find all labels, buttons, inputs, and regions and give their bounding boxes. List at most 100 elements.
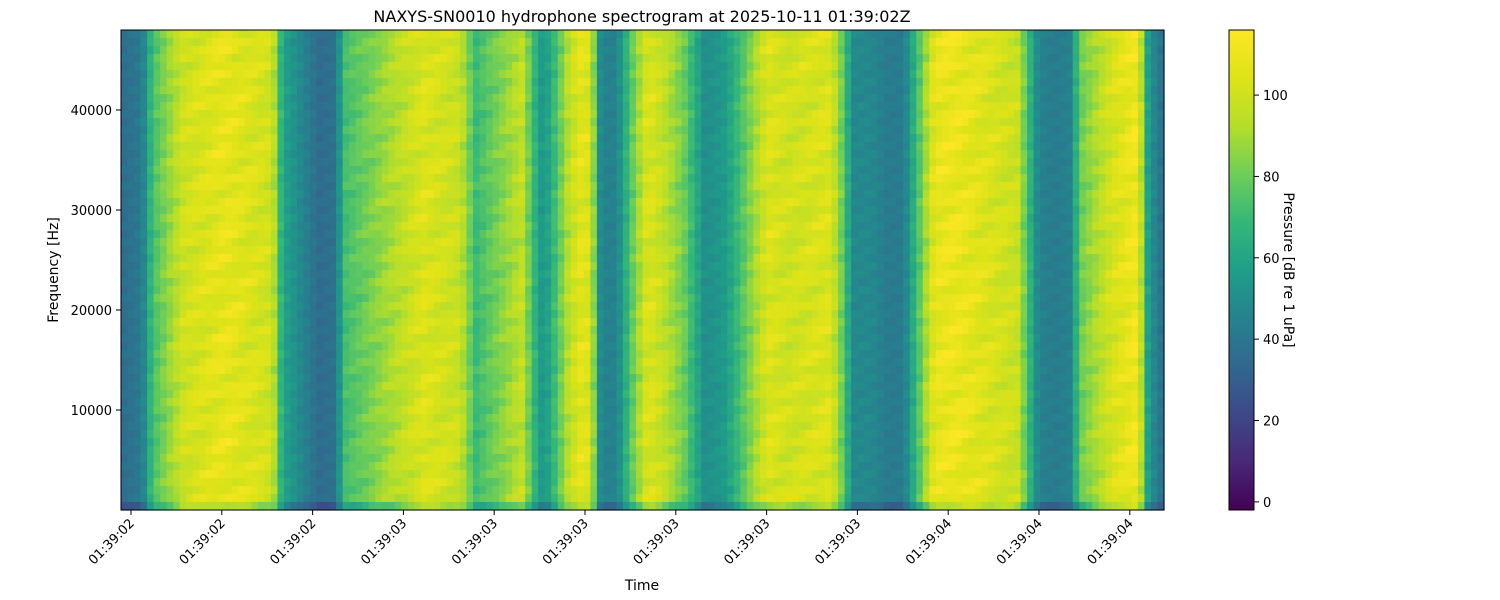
heatmap-cell bbox=[284, 134, 291, 143]
heatmap-cell bbox=[434, 422, 441, 431]
heatmap-cell bbox=[427, 102, 434, 111]
heatmap-cell bbox=[493, 294, 500, 303]
heatmap-cell bbox=[160, 222, 167, 231]
heatmap-cell bbox=[382, 502, 389, 511]
heatmap-cell bbox=[610, 310, 617, 319]
heatmap-cell bbox=[506, 438, 513, 447]
heatmap-cell bbox=[193, 398, 200, 407]
heatmap-cell bbox=[499, 350, 506, 359]
heatmap-cell bbox=[649, 406, 656, 415]
heatmap-cell bbox=[649, 222, 656, 231]
heatmap-cell bbox=[662, 110, 669, 119]
heatmap-cell bbox=[375, 374, 382, 383]
heatmap-cell bbox=[271, 54, 278, 63]
heatmap-cell bbox=[304, 438, 311, 447]
heatmap-cell bbox=[506, 70, 513, 79]
heatmap-cell bbox=[258, 118, 265, 127]
heatmap-cell bbox=[473, 62, 480, 71]
heatmap-cell bbox=[506, 462, 513, 471]
heatmap-cell bbox=[290, 270, 297, 279]
heatmap-cell bbox=[551, 46, 558, 55]
heatmap-cell bbox=[369, 398, 376, 407]
heatmap-cell bbox=[375, 406, 382, 415]
heatmap-cell bbox=[160, 166, 167, 175]
heatmap-cell bbox=[225, 446, 232, 455]
heatmap-cell bbox=[512, 70, 519, 79]
heatmap-cell bbox=[649, 502, 656, 511]
heatmap-cell bbox=[643, 470, 650, 479]
heatmap-cell bbox=[212, 166, 219, 175]
heatmap-cell bbox=[610, 390, 617, 399]
heatmap-cell bbox=[173, 230, 180, 239]
heatmap-cell bbox=[154, 446, 161, 455]
heatmap-cell bbox=[271, 438, 278, 447]
heatmap-cell bbox=[180, 310, 187, 319]
heatmap-cell bbox=[636, 326, 643, 335]
heatmap-cell bbox=[597, 238, 604, 247]
heatmap-cell bbox=[564, 118, 571, 127]
heatmap-cell bbox=[506, 174, 513, 183]
heatmap-cell bbox=[356, 62, 363, 71]
heatmap-cell bbox=[486, 478, 493, 487]
heatmap-cell bbox=[134, 54, 141, 63]
heatmap-cell bbox=[382, 366, 389, 375]
heatmap-cell bbox=[649, 206, 656, 215]
heatmap-cell bbox=[656, 222, 663, 231]
heatmap-cell bbox=[499, 478, 506, 487]
heatmap-cell bbox=[629, 286, 636, 295]
heatmap-cell bbox=[264, 70, 271, 79]
heatmap-cell bbox=[277, 374, 284, 383]
heatmap-cell bbox=[186, 198, 193, 207]
heatmap-cell bbox=[343, 438, 350, 447]
heatmap-cell bbox=[473, 358, 480, 367]
heatmap-cell bbox=[421, 222, 428, 231]
heatmap-cell bbox=[154, 174, 161, 183]
heatmap-cell bbox=[297, 366, 304, 375]
heatmap-cell bbox=[643, 406, 650, 415]
heatmap-cell bbox=[180, 78, 187, 87]
heatmap-cell bbox=[160, 334, 167, 343]
heatmap-cell bbox=[180, 126, 187, 135]
heatmap-cell bbox=[356, 438, 363, 447]
heatmap-cell bbox=[310, 206, 317, 215]
heatmap-cell bbox=[466, 502, 473, 511]
heatmap-cell bbox=[336, 110, 343, 119]
heatmap-cell bbox=[121, 422, 128, 431]
heatmap-cell bbox=[336, 494, 343, 503]
heatmap-cell bbox=[584, 134, 591, 143]
heatmap-cell bbox=[395, 166, 402, 175]
heatmap-cell bbox=[369, 78, 376, 87]
heatmap-cell bbox=[597, 422, 604, 431]
heatmap-cell bbox=[434, 126, 441, 135]
heatmap-cell bbox=[636, 222, 643, 231]
heatmap-cell bbox=[304, 78, 311, 87]
heatmap-cell bbox=[297, 30, 304, 39]
heatmap-cell bbox=[512, 398, 519, 407]
heatmap-cell bbox=[460, 126, 467, 135]
heatmap-cell bbox=[538, 470, 545, 479]
heatmap-cell bbox=[577, 502, 584, 511]
heatmap-cell bbox=[173, 502, 180, 511]
heatmap-cell bbox=[460, 390, 467, 399]
heatmap-cell bbox=[597, 430, 604, 439]
heatmap-cell bbox=[349, 174, 356, 183]
heatmap-cell bbox=[212, 126, 219, 135]
heatmap-cell bbox=[251, 478, 258, 487]
heatmap-cell bbox=[629, 326, 636, 335]
heatmap-cell bbox=[499, 174, 506, 183]
heatmap-cell bbox=[238, 502, 245, 511]
heatmap-cell bbox=[271, 214, 278, 223]
heatmap-cell bbox=[369, 358, 376, 367]
heatmap-cell bbox=[186, 230, 193, 239]
heatmap-cell bbox=[571, 270, 578, 279]
heatmap-cell bbox=[656, 318, 663, 327]
heatmap-cell bbox=[493, 302, 500, 311]
heatmap-cell bbox=[134, 254, 141, 263]
heatmap-cell bbox=[564, 206, 571, 215]
heatmap-cell bbox=[577, 62, 584, 71]
heatmap-cell bbox=[643, 206, 650, 215]
heatmap-cell bbox=[408, 190, 415, 199]
heatmap-cell bbox=[199, 222, 206, 231]
heatmap-cell bbox=[499, 126, 506, 135]
heatmap-cell bbox=[506, 358, 513, 367]
